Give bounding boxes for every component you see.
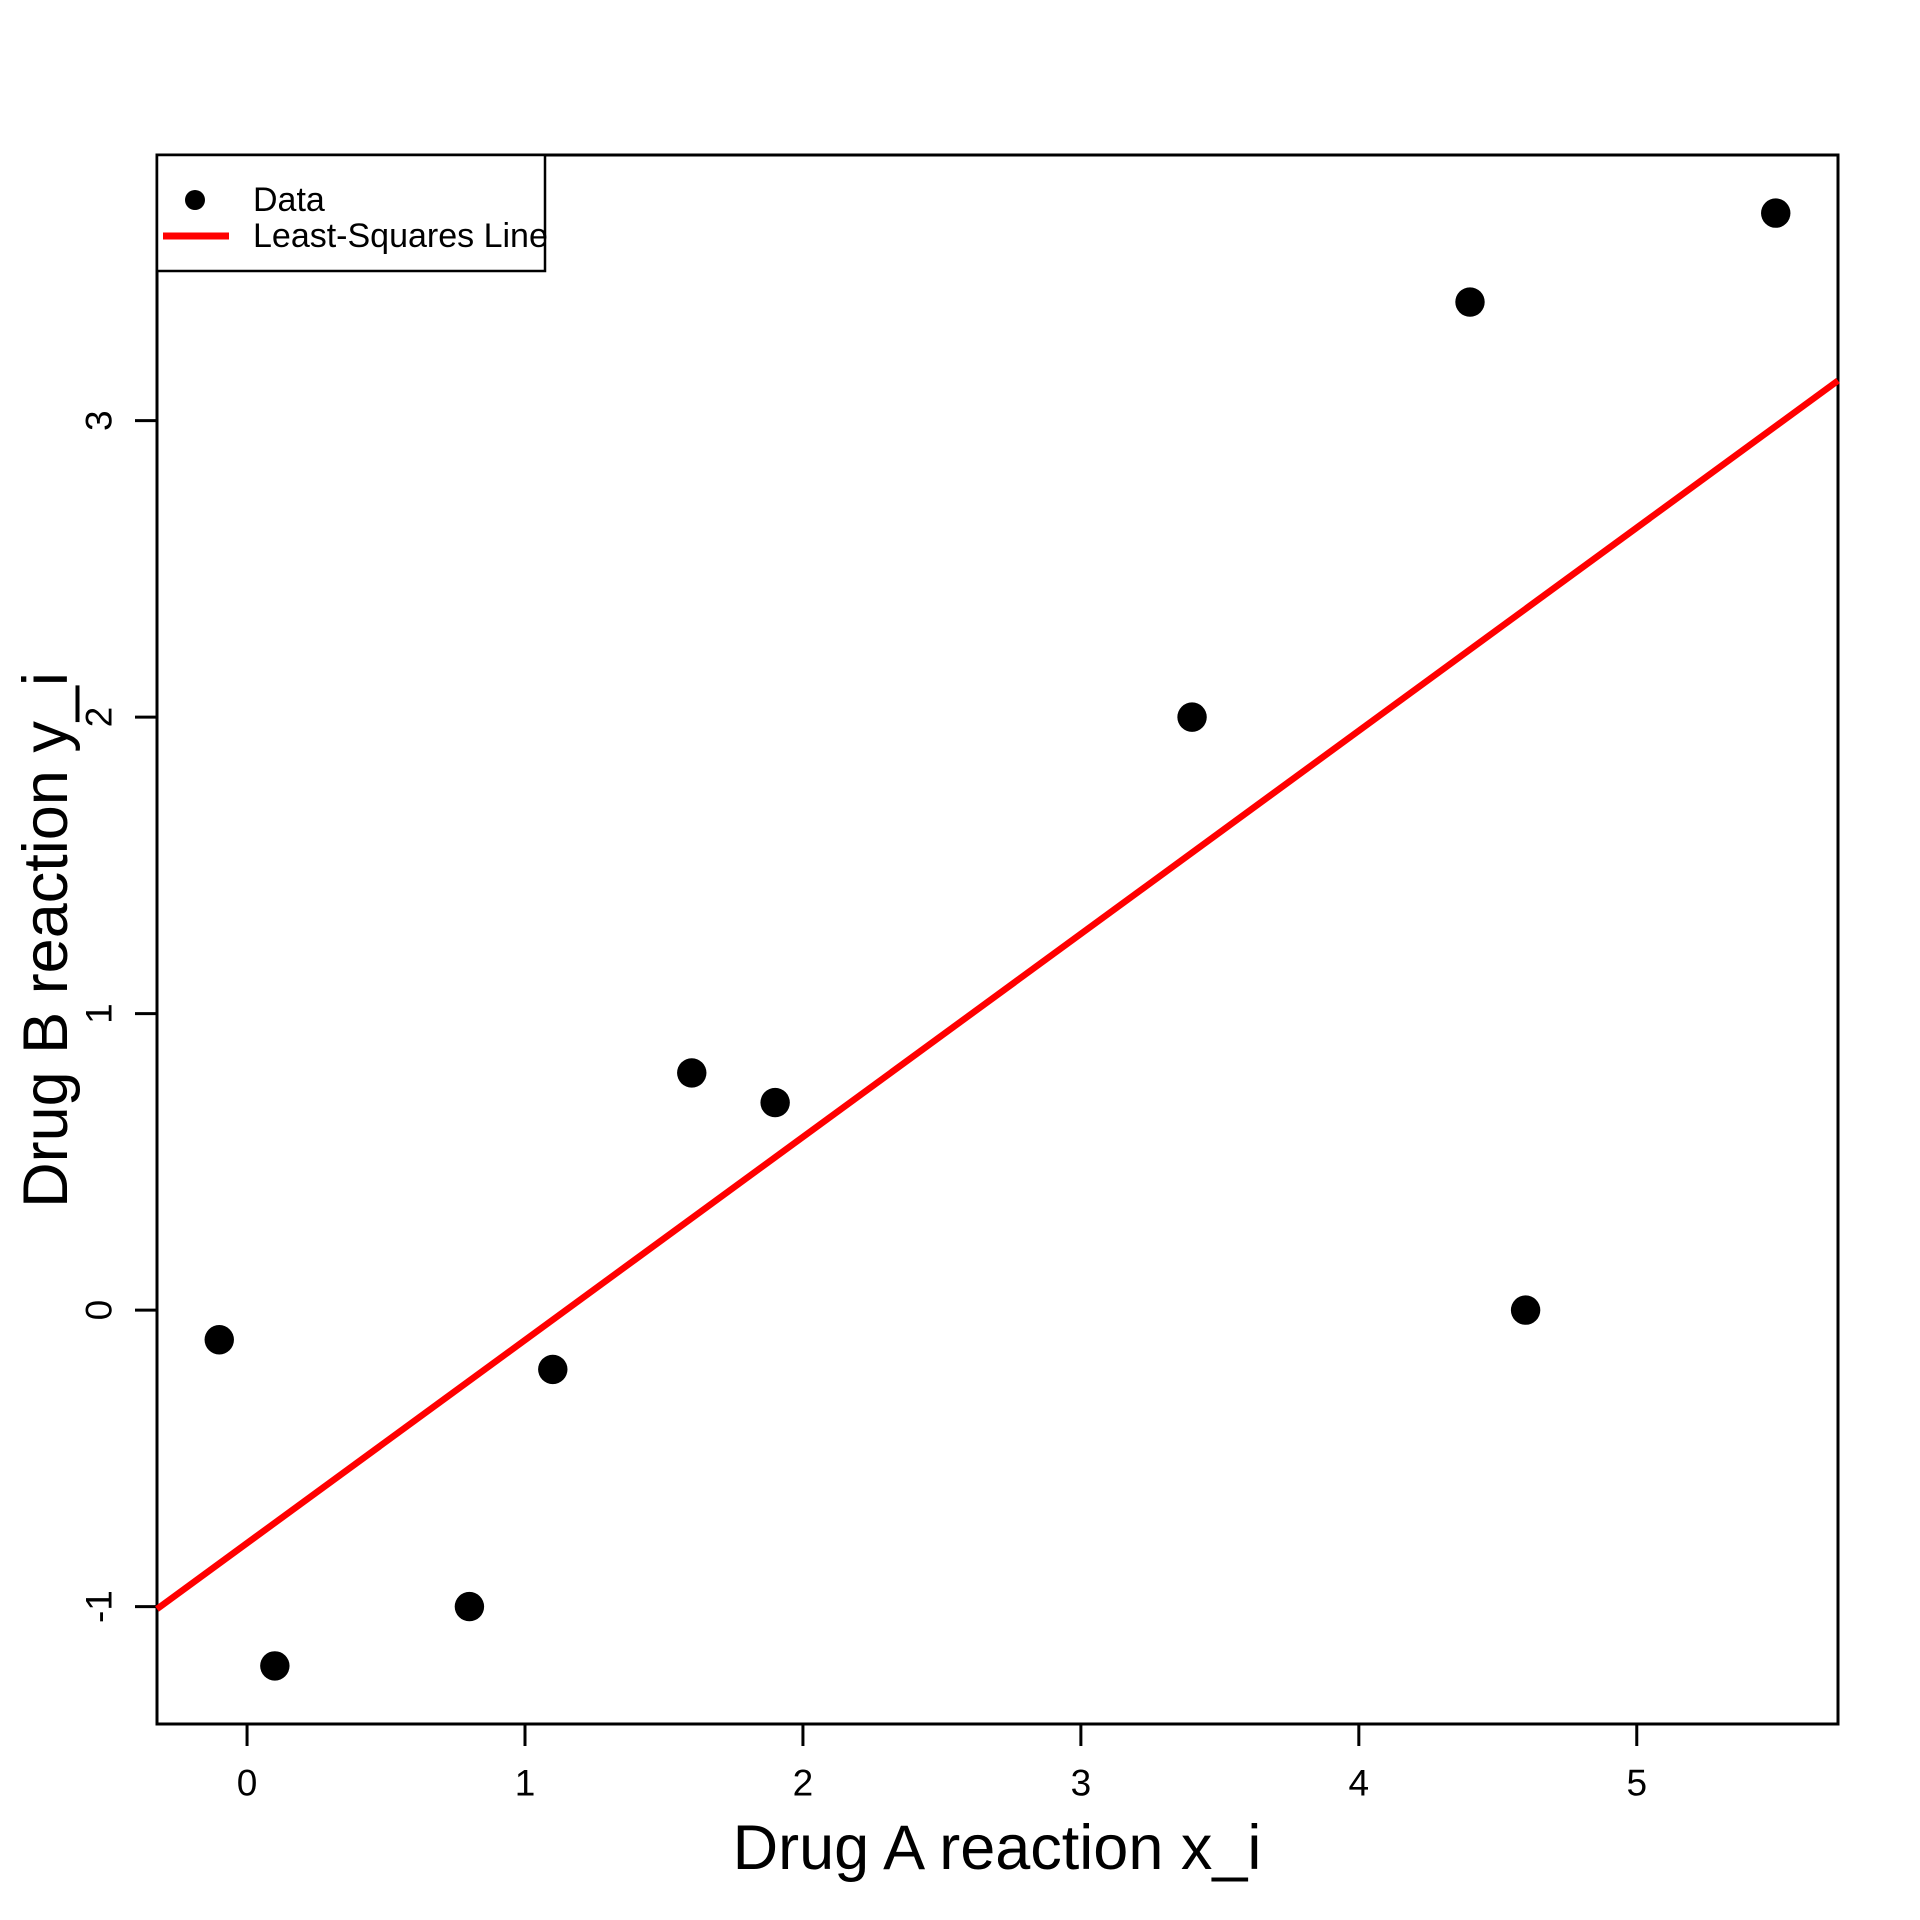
data-point [538,1354,568,1385]
y-tick-label: 2 [79,707,120,728]
x-tick-label: 1 [515,1763,536,1804]
plot-frame [155,153,1840,1726]
data-point [454,1591,485,1622]
y-tick-label: 3 [79,410,120,431]
data-point [204,1325,234,1355]
data-point [1455,287,1485,317]
legend-label-line: Least-Squares Line [253,217,548,255]
data-point [677,1058,707,1088]
x-tick-label: 2 [793,1763,814,1804]
least-squares-line [155,378,1840,1612]
data-point [260,1651,290,1681]
plot-layer: 0 1 2 3 4 5 -1 0 1 2 3 [79,198,1840,1804]
x-tick-label: 3 [1071,1763,1092,1804]
y-tick-label: 1 [79,1003,120,1024]
y-tick-label: 0 [79,1300,120,1321]
legend-label-data: Data [253,181,325,219]
legend-point-marker-icon [185,190,205,210]
x-tick-label: 5 [1626,1763,1647,1804]
legend-box [155,153,547,273]
data-point [760,1087,790,1118]
x-tick-label: 0 [237,1763,258,1804]
y-axis-title: Drug B reaction y_i [11,672,81,1208]
x-axis-title: Drug A reaction x_i [733,1813,1262,1883]
legend: Data Least-Squares Line [155,153,548,273]
data-point [1761,198,1791,228]
x-tick-label: 4 [1349,1763,1370,1804]
y-tick-label: -1 [79,1590,120,1623]
data-point [1177,702,1207,732]
data-point [1510,1295,1541,1325]
